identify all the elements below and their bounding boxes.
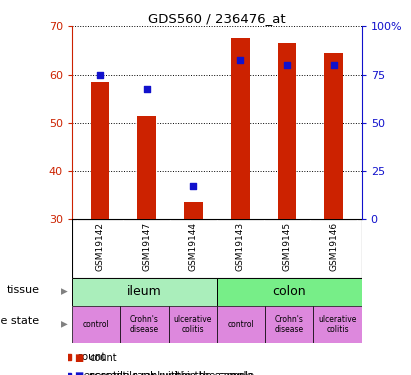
Bar: [324, 53, 343, 219]
Text: colon: colon: [272, 285, 306, 298]
Bar: [217, 278, 362, 306]
Bar: [265, 306, 314, 343]
Text: ileum: ileum: [127, 285, 162, 298]
Text: ■: ■: [74, 353, 83, 363]
Text: ■: ■: [74, 371, 83, 375]
Point: [190, 183, 197, 189]
Point: [330, 62, 337, 68]
Bar: [169, 306, 217, 343]
Bar: [137, 116, 156, 219]
Bar: [72, 278, 217, 306]
Bar: [184, 202, 203, 219]
Text: GSM19142: GSM19142: [95, 222, 104, 271]
Text: percentile rank within the sample: percentile rank within the sample: [76, 371, 252, 375]
Bar: [314, 306, 362, 343]
Bar: [120, 306, 169, 343]
Text: Crohn's
disease: Crohn's disease: [130, 315, 159, 334]
Text: control: control: [228, 320, 254, 329]
Point: [284, 62, 290, 68]
Title: GDS560 / 236476_at: GDS560 / 236476_at: [148, 12, 286, 25]
Bar: [90, 82, 109, 219]
Text: GSM19147: GSM19147: [142, 222, 151, 272]
Text: GSM19145: GSM19145: [282, 222, 291, 272]
Bar: [72, 306, 120, 343]
Bar: [277, 43, 296, 219]
Text: GSM19143: GSM19143: [236, 222, 245, 272]
Point: [143, 86, 150, 92]
Text: GSM19144: GSM19144: [189, 222, 198, 271]
Point: [237, 57, 243, 63]
Bar: [217, 306, 265, 343]
Text: control: control: [83, 320, 109, 329]
Text: ulcerative
colitis: ulcerative colitis: [173, 315, 212, 334]
Text: ulcerative
colitis: ulcerative colitis: [319, 315, 357, 334]
Text: GSM19146: GSM19146: [329, 222, 338, 272]
Text: Crohn's
disease: Crohn's disease: [275, 315, 304, 334]
Text: count: count: [76, 352, 106, 362]
Text: count: count: [89, 353, 117, 363]
Point: [97, 72, 103, 78]
Text: percentile rank within the sample: percentile rank within the sample: [89, 371, 254, 375]
Text: disease state: disease state: [0, 316, 39, 326]
Text: tissue: tissue: [7, 285, 39, 295]
Bar: [231, 38, 249, 219]
